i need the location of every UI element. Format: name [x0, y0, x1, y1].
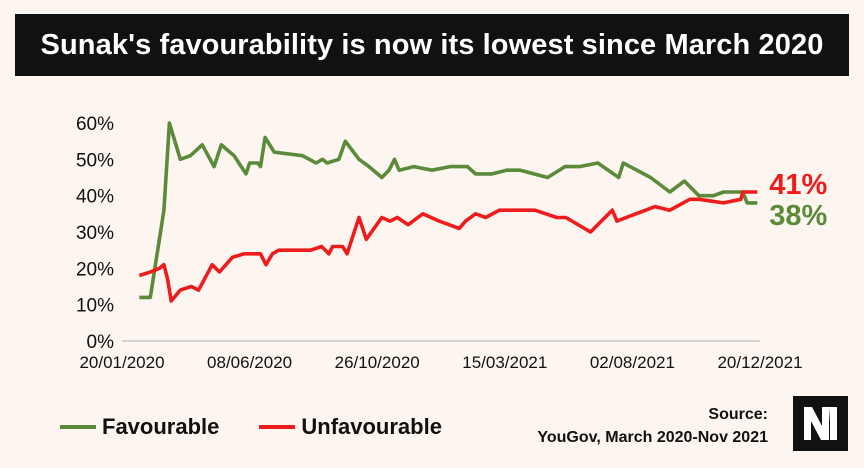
y-tick-label: 50%: [76, 150, 114, 171]
legend-swatch-favourable: [60, 425, 96, 429]
series-layer: [138, 121, 758, 303]
x-tick-label: 20/01/2020: [79, 353, 164, 372]
series-line-unfavourable: [138, 190, 758, 303]
nm-logo-icon: [793, 396, 848, 451]
favourable-end-label: 38%: [769, 200, 827, 232]
x-tick-label: 20/12/2021: [717, 353, 802, 372]
legend-item-favourable: Favourable: [60, 414, 219, 440]
x-tick-label: 26/10/2020: [335, 353, 420, 372]
unfavourable-end-label: 41%: [769, 169, 827, 201]
y-tick-label: 40%: [76, 187, 114, 208]
source-label: Source:: [708, 406, 768, 423]
y-tick-label: 20%: [76, 259, 114, 280]
y-tick-label: 0%: [87, 332, 115, 353]
legend-item-unfavourable: Unfavourable: [259, 414, 442, 440]
x-tick-label: 08/06/2020: [207, 353, 292, 372]
source-text: YouGov, March 2020-Nov 2021: [537, 429, 768, 446]
legend: Favourable Unfavourable: [60, 414, 482, 440]
y-tick-label: 10%: [76, 296, 114, 317]
chart-title: Sunak's favourability is now its lowest …: [15, 14, 849, 76]
x-axis: 20/01/2020 08/06/2020 26/10/2020 15/03/2021…: [79, 340, 803, 372]
source-note: Source: YouGov, March 2020-Nov 2021: [537, 403, 768, 449]
y-tick-label: 60%: [76, 114, 114, 135]
legend-swatch-unfavourable: [259, 425, 296, 429]
nm-logo-glyph: [804, 407, 837, 440]
x-tick-label: 02/08/2021: [590, 353, 675, 372]
x-tick-label: 15/03/2021: [462, 353, 547, 372]
legend-label-favourable: Favourable: [102, 414, 220, 439]
y-axis: 0% 10% 20% 30% 40% 50% 60%: [76, 114, 114, 353]
legend-label-unfavourable: Unfavourable: [301, 414, 442, 439]
series-line-favourable: [139, 121, 758, 300]
y-tick-label: 30%: [76, 223, 114, 244]
